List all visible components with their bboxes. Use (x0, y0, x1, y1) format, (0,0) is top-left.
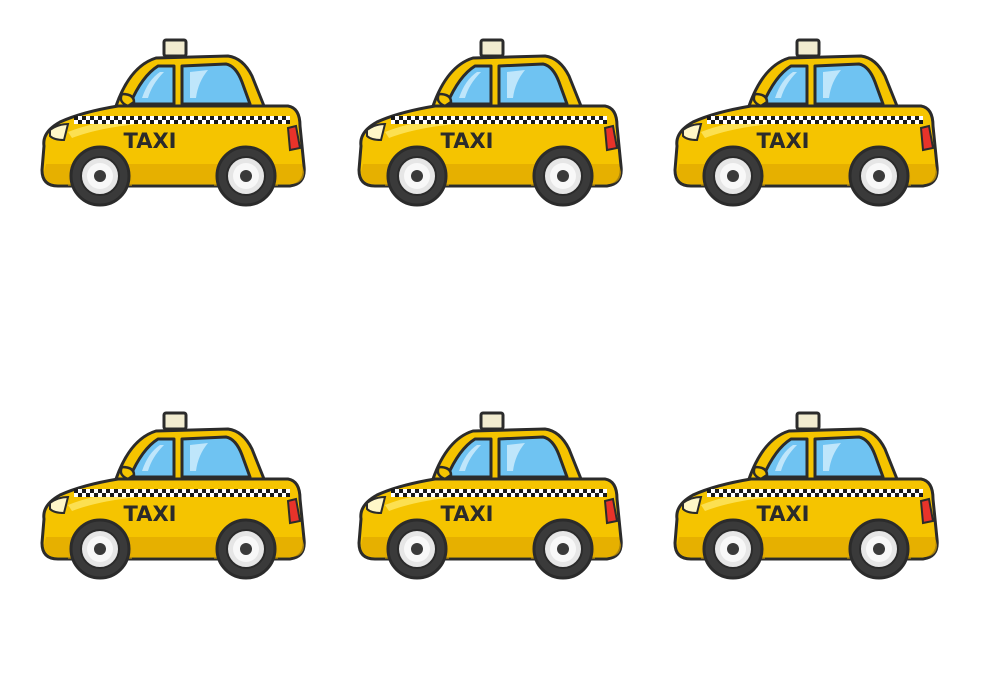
taxi-label: TAXI (124, 502, 177, 526)
taxi-car-icon: TAXI (38, 36, 308, 211)
taxi-label: TAXI (441, 502, 494, 526)
taxi-car-icon: TAXI (38, 409, 308, 584)
taxi-label: TAXI (757, 502, 810, 526)
taxi-car-icon: TAXI (355, 409, 625, 584)
taxi-car-icon: TAXI (355, 36, 625, 211)
taxi-label: TAXI (124, 129, 177, 153)
taxi-car-icon: TAXI (671, 409, 941, 584)
taxi-label: TAXI (757, 129, 810, 153)
taxi-label: TAXI (441, 129, 494, 153)
taxi-car-icon: TAXI (671, 36, 941, 211)
